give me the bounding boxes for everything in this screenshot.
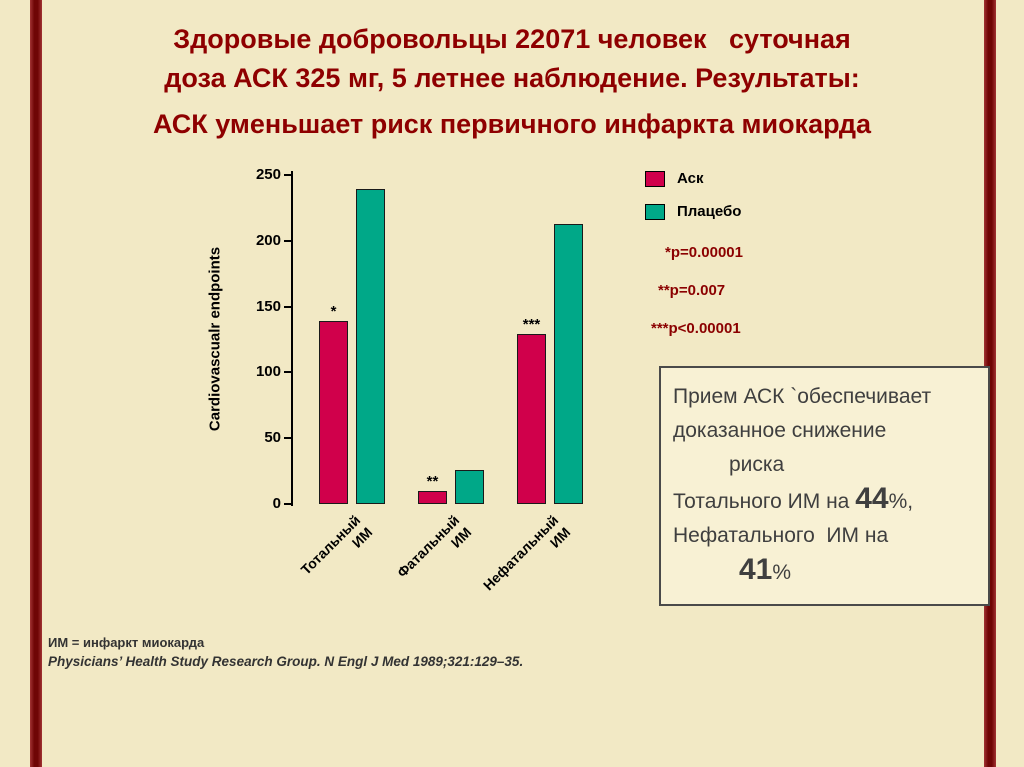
bar-wrap	[554, 206, 583, 504]
footer: ИМ = инфаркт миокарда Physicians’ Health…	[48, 632, 523, 669]
bar-wrap	[455, 452, 484, 504]
y-tick-label: 150	[255, 297, 281, 315]
pvalue-notes: *p=0.00001 **p=0.007 ***p<0.00001	[651, 234, 743, 348]
bar-placebo	[554, 224, 583, 504]
y-axis: 0 50 100 150 200 250	[205, 166, 291, 512]
summary-text: Тотального ИМ на	[673, 490, 856, 513]
summary-line: Нефатального ИМ на	[673, 524, 889, 547]
y-tick-label: 250	[255, 166, 281, 183]
bar-wrap: *	[319, 303, 348, 504]
reduction-percent-nonfatal: 41	[739, 553, 773, 586]
y-tick-label: 100	[255, 363, 281, 381]
y-tick-mark	[284, 503, 291, 505]
bar-wrap	[356, 171, 385, 504]
legend: Аск Плацебо	[645, 170, 741, 220]
summary-line: 41%	[673, 553, 976, 590]
legend-label: Аск	[677, 170, 704, 187]
title-line: доза АСК 325 мг, 5 летнее наблюдение. Ре…	[164, 63, 860, 93]
bar-group: **	[418, 452, 484, 504]
bar-group: ***	[517, 206, 583, 504]
y-tick-mark	[284, 371, 291, 374]
y-tick-label: 200	[255, 231, 281, 249]
y-tick-mark	[284, 437, 291, 440]
pvalue-note: **p=0.007	[658, 282, 726, 299]
citation: Physicians’ Health Study Research Group.…	[48, 654, 524, 669]
x-category-label: Фатальный ИМ	[393, 512, 475, 581]
legend-swatch	[645, 170, 665, 187]
legend-item: Аск	[645, 170, 741, 187]
legend-label: Плацебо	[677, 203, 742, 220]
legend-swatch	[645, 203, 665, 220]
abbreviation-note: ИМ = инфаркт миокарда	[48, 635, 205, 650]
y-tick-label: 0	[272, 495, 281, 512]
bar-placebo	[455, 470, 484, 504]
y-axis-line	[291, 171, 293, 506]
significance-marker: **	[426, 473, 439, 490]
summary-box: Прием АСК `обеспечивает доказанное сниже…	[659, 366, 990, 606]
left-border-strip	[30, 0, 42, 767]
significance-marker: ***	[522, 316, 541, 333]
y-tick-label: 50	[264, 429, 281, 447]
x-axis-labels: Тотальный ИМ Фатальный ИМ Нефатальный ИМ	[293, 512, 605, 622]
summary-line: доказанное снижение	[673, 419, 887, 442]
bar-group: *	[319, 171, 385, 504]
plot-area: * ** ***	[293, 175, 605, 504]
bar-placebo	[356, 189, 385, 504]
legend-item: Плацебо	[645, 203, 741, 220]
y-tick-mark	[284, 305, 291, 308]
pvalue-note: ***p<0.00001	[651, 320, 741, 337]
bar-ask	[418, 491, 447, 504]
significance-marker: *	[330, 303, 337, 320]
x-category-label: Тотальный ИМ	[297, 512, 376, 578]
bar-wrap: **	[418, 473, 447, 504]
bar-ask	[517, 334, 546, 504]
x-category-label: Нефатальный ИМ	[479, 512, 574, 594]
summary-line: Тотального ИМ на 44%,	[673, 482, 976, 519]
bar-wrap: ***	[517, 316, 546, 504]
bar-ask	[319, 321, 348, 504]
summary-text: %,	[888, 490, 914, 513]
y-tick-mark	[284, 239, 291, 242]
summary-line: Прием АСК `обеспечивает	[673, 385, 932, 408]
title-line: Здоровые добровольцы 22071 человек суточ…	[173, 24, 851, 54]
y-tick-mark	[284, 174, 291, 176]
summary-line: риска	[729, 453, 785, 476]
summary-text: %	[772, 561, 792, 584]
slide-title: Здоровые добровольцы 22071 человек суточ…	[60, 20, 964, 144]
pvalue-note: *p=0.00001	[665, 244, 743, 261]
title-line: АСК уменьшает риск первичного инфаркта м…	[152, 109, 872, 139]
reduction-percent-total: 44	[855, 482, 889, 515]
bar-chart: Cardiovascualr endpoints 0 50 100 150 200 250…	[205, 166, 605, 615]
